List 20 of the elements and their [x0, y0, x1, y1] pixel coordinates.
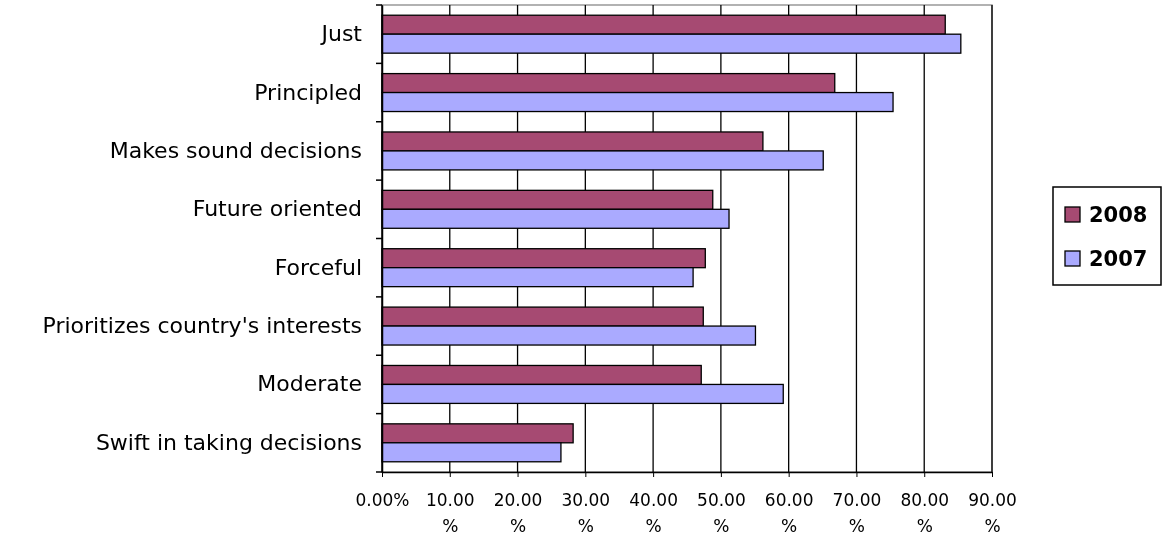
legend-label: 2008: [1089, 203, 1148, 227]
y-tick-label: Moderate: [257, 371, 362, 397]
y-tick-label: Prioritizes country's interests: [42, 313, 362, 339]
x-tick-label: 40.00 %: [629, 490, 678, 536]
x-tick-label: 10.00 %: [425, 490, 475, 536]
y-tick-label: Future oriented: [192, 196, 362, 222]
x-tick-label: 70.00 %: [832, 490, 882, 536]
y-tick-label: Just: [319, 21, 363, 47]
x-tick-label: 20.00 %: [493, 490, 543, 536]
x-tick-label: 90.00 %: [968, 490, 1017, 536]
legend-label: 2007: [1089, 247, 1148, 271]
y-tick-label: Makes sound decisions: [109, 137, 362, 163]
x-tick-label: 0.00%: [355, 490, 410, 510]
x-tick-label: 60.00 %: [764, 490, 814, 536]
x-tick-label: 50.00 %: [697, 490, 746, 536]
x-tick-label: 80.00 %: [900, 490, 950, 536]
y-tick-label: Swift in taking decisions: [95, 429, 362, 455]
y-tick-label: Forceful: [274, 254, 362, 280]
y-tick-label: Principled: [254, 79, 362, 105]
x-tick-label: 30.00 %: [561, 490, 611, 536]
